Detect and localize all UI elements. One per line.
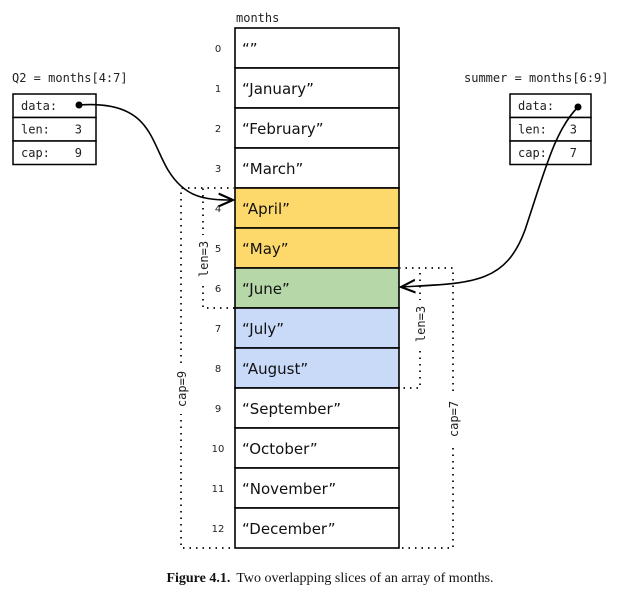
field-value: 3 — [75, 123, 82, 137]
summer-data-pointer-arrow — [401, 106, 579, 287]
caption-number: Figure 4.1. — [166, 571, 230, 586]
cell-box — [234, 507, 400, 549]
cell-value: “May” — [242, 240, 289, 258]
summer-label: summer = months[6:9] — [464, 71, 609, 85]
cell-box — [234, 67, 400, 109]
array-cell: “August” 8 — [215, 347, 400, 389]
field-name: len: — [518, 123, 547, 137]
cell-value: “December” — [242, 520, 336, 538]
cell-box — [234, 427, 400, 469]
cell-value: “January” — [242, 80, 314, 98]
array-name: months — [236, 11, 279, 25]
cell-box — [234, 187, 400, 229]
summer-len-label: len=3 — [414, 306, 428, 342]
summer-cap-bracket — [399, 267, 454, 549]
cell-index: 9 — [215, 404, 221, 415]
array-cell: “January” 1 — [215, 67, 400, 109]
cell-index: 12 — [212, 524, 225, 535]
cell-index: 2 — [215, 124, 221, 135]
summer-slice-header: summer = months[6:9] data: len: 3 cap: 7 — [464, 71, 609, 166]
slice-field-data: data: — [12, 93, 97, 119]
cell-index: 8 — [215, 364, 221, 375]
array-cell: “October” 10 — [212, 427, 400, 469]
cell-index: 6 — [215, 284, 221, 295]
array-cell: “December” 12 — [212, 507, 400, 549]
cell-box — [234, 467, 400, 509]
cell-box — [234, 267, 400, 309]
q2-label: Q2 = months[4:7] — [12, 71, 128, 85]
cell-value: “April” — [242, 200, 290, 218]
cell-index: 10 — [212, 444, 225, 455]
cell-value: “September” — [242, 400, 341, 418]
slice-field-data: data: — [509, 93, 592, 119]
array-cell: “April” 4 — [215, 187, 400, 229]
cell-index: 7 — [215, 324, 221, 335]
summer-cap-label: cap=7 — [447, 401, 461, 437]
figure-caption: Figure 4.1. Two overlapping slices of an … — [166, 571, 493, 586]
slice-field-cap: cap: 9 — [12, 140, 97, 166]
array-cell: “May” 5 — [215, 227, 400, 269]
cell-value: “November” — [242, 480, 336, 498]
q2-slice-header: Q2 = months[4:7] data: len: 3 cap: 9 — [12, 71, 128, 166]
field-name: cap: — [518, 146, 547, 160]
q2-pointer-dot — [75, 101, 83, 109]
field-name: len: — [21, 123, 50, 137]
field-name: cap: — [21, 146, 50, 160]
array-cell: “June” 6 — [215, 267, 400, 309]
cell-value: “June” — [242, 280, 290, 298]
field-value: 7 — [570, 146, 577, 160]
cell-value: “October” — [242, 440, 318, 458]
cell-index: 1 — [215, 84, 221, 95]
array-cell: “March” 3 — [215, 147, 400, 189]
field-value: 3 — [570, 123, 577, 137]
array-cell: “November” 11 — [212, 467, 400, 509]
cell-value: “March” — [242, 160, 303, 178]
cell-box — [234, 347, 400, 389]
cell-index: 5 — [215, 244, 221, 255]
array-cell: “July” 7 — [215, 307, 400, 349]
q2-cap-label: cap=9 — [175, 371, 189, 407]
q2-data-pointer-arrow — [78, 103, 233, 200]
cell-value: “” — [242, 40, 258, 58]
cell-box — [234, 107, 400, 149]
field-name: data: — [21, 99, 57, 113]
array-cell: “February” 2 — [215, 107, 400, 149]
array-cell: “September” 9 — [215, 387, 400, 429]
cell-index: 11 — [212, 484, 225, 495]
cell-value: “July” — [242, 320, 284, 338]
cell-box — [234, 27, 400, 69]
cell-value: “February” — [242, 120, 324, 138]
slice-field-len: len: 3 — [509, 116, 592, 142]
array-cell: “” 0 — [215, 27, 400, 69]
q2-len-label: len=3 — [197, 241, 211, 277]
cell-index: 0 — [215, 44, 221, 55]
cell-value: “August” — [242, 360, 308, 378]
field-name: data: — [518, 99, 554, 113]
summer-pointer-dot — [574, 103, 582, 111]
cell-index: 3 — [215, 164, 221, 175]
field-value: 9 — [75, 146, 82, 160]
caption-text: Two overlapping slices of an array of mo… — [236, 571, 493, 586]
slice-field-len: len: 3 — [12, 116, 97, 142]
cell-index: 4 — [215, 204, 221, 215]
